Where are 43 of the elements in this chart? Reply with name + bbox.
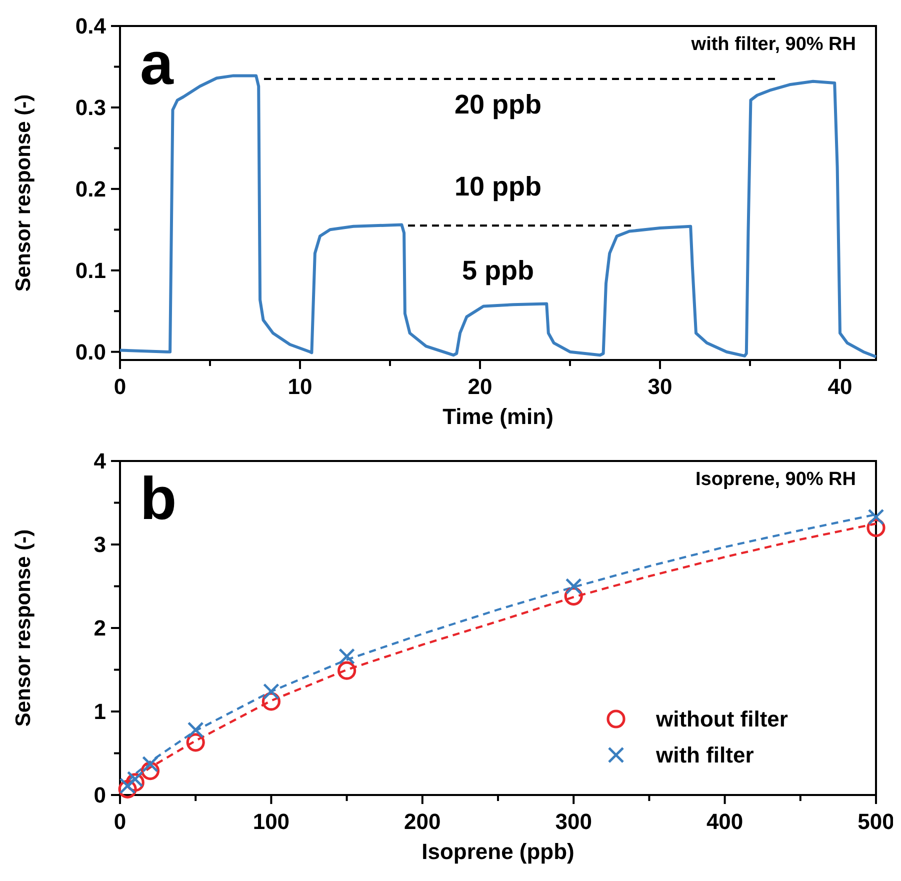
x-tick-label: 10	[288, 374, 312, 399]
point	[263, 683, 280, 700]
y-axis-title: Sensor response (-)	[12, 529, 35, 727]
annotation: 5 ppb	[462, 255, 534, 286]
x-tick-label: 20	[468, 374, 492, 399]
legend-label: without filter	[655, 706, 788, 732]
x-tick-label: 200	[404, 809, 441, 834]
x-tick-label: 400	[706, 809, 744, 834]
point	[142, 756, 158, 772]
x-tick-label: 30	[648, 374, 672, 399]
y-tick-label: 0.4	[75, 14, 107, 39]
annotation: 20 ppb	[454, 89, 542, 120]
y-tick-label: 1	[94, 699, 106, 724]
annotation: 10 ppb	[454, 171, 542, 202]
x-tick-label: 300	[555, 809, 592, 834]
legend-label: with filter	[655, 742, 754, 768]
y-tick-label: 4	[94, 448, 107, 474]
annotation: with filter, 90% RH	[690, 34, 856, 55]
annotation: Isoprene, 90% RH	[696, 469, 856, 490]
point	[338, 661, 356, 680]
y-tick-label: 2	[94, 616, 106, 641]
x-tick-label: 0	[114, 809, 126, 834]
x-tick-label: 0	[114, 374, 126, 399]
y-tick-label: 3	[94, 532, 106, 558]
point	[338, 648, 355, 665]
y-tick-label: 0	[94, 782, 106, 808]
point	[187, 722, 204, 738]
annotation: a	[140, 30, 174, 97]
x-axis-title: Time (min)	[442, 404, 554, 429]
y-tick-label: 0.2	[75, 176, 106, 202]
y-axis-title: Sensor response (-)	[12, 94, 35, 292]
y-tick-label: 0.1	[75, 258, 106, 284]
x-axis-title: Isoprene (ppb)	[422, 839, 574, 864]
x-tick-label: 500	[858, 809, 894, 834]
point	[565, 578, 582, 594]
y-tick-label: 0.0	[75, 340, 106, 365]
x-tick-label: 40	[828, 374, 852, 399]
x-tick-label: 100	[252, 809, 290, 834]
point	[119, 778, 136, 794]
annotation: b	[140, 465, 177, 532]
point	[126, 770, 144, 788]
point	[868, 508, 884, 526]
y-tick-label: 0.3	[75, 95, 106, 120]
